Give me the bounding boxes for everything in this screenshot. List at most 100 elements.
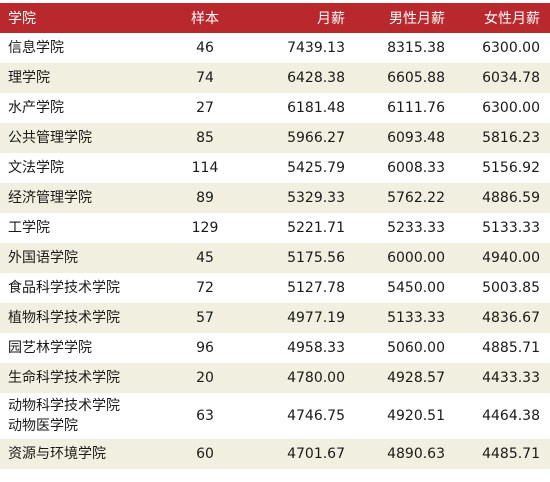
college-name: 资源与环境学院 (8, 446, 106, 462)
college-name: 公共管理学院 (8, 130, 92, 146)
salary-cell: 5966.27 (260, 123, 355, 153)
female-salary-cell: 4940.00 (455, 243, 550, 273)
male-salary-cell: 6093.48 (355, 123, 455, 153)
sample-cell: 85 (150, 123, 260, 153)
header-male-salary: 男性月薪 (355, 3, 455, 33)
male-salary-cell: 5762.22 (355, 183, 455, 213)
sample-cell: 45 (150, 243, 260, 273)
sample-cell: 129 (150, 213, 260, 243)
salary-cell: 5221.71 (260, 213, 355, 243)
male-salary-cell: 4890.63 (355, 439, 455, 469)
table-body: 信息学院 46 7439.13 8315.38 6300.00 理学院 74 6428.38 6… (0, 33, 550, 469)
college-cell: 经济管理学院 (0, 183, 150, 213)
college-name: 水产学院 (8, 100, 64, 116)
header-sample: 样本 (150, 3, 260, 33)
male-salary-cell: 6605.88 (355, 63, 455, 93)
female-salary-cell: 4836.67 (455, 303, 550, 333)
college-cell: 公共管理学院 (0, 123, 150, 153)
sample-cell: 74 (150, 63, 260, 93)
college-name: 理学院 (8, 70, 50, 86)
female-salary-cell: 5133.33 (455, 213, 550, 243)
college-name: 动物科学技术学院 (8, 398, 120, 414)
salary-cell: 5175.56 (260, 243, 355, 273)
sample-cell: 63 (150, 393, 260, 439)
college-cell: 理学院 (0, 63, 150, 93)
female-salary-cell: 4886.59 (455, 183, 550, 213)
female-salary-cell: 4885.71 (455, 333, 550, 363)
table-row: 园艺林学学院 96 4958.33 5060.00 4885.71 (0, 333, 550, 363)
salary-cell: 4780.00 (260, 363, 355, 393)
table-row: 工学院 129 5221.71 5233.33 5133.33 (0, 213, 550, 243)
female-salary-cell: 6300.00 (455, 93, 550, 123)
table-row: 经济管理学院 89 5329.33 5762.22 4886.59 (0, 183, 550, 213)
male-salary-cell: 5133.33 (355, 303, 455, 333)
sample-cell: 60 (150, 439, 260, 469)
salary-cell: 4977.19 (260, 303, 355, 333)
sample-cell: 57 (150, 303, 260, 333)
table-row: 公共管理学院 85 5966.27 6093.48 5816.23 (0, 123, 550, 153)
table-row: 理学院 74 6428.38 6605.88 6034.78 (0, 63, 550, 93)
college-cell: 外国语学院 (0, 243, 150, 273)
college-cell: 生命科学技术学院 (0, 363, 150, 393)
college-name: 生命科学技术学院 (8, 370, 120, 386)
college-cell: 信息学院 (0, 33, 150, 63)
college-name: 园艺林学学院 (8, 340, 92, 356)
salary-cell: 7439.13 (260, 33, 355, 63)
male-salary-cell: 5233.33 (355, 213, 455, 243)
sample-cell: 20 (150, 363, 260, 393)
female-salary-cell: 4464.38 (455, 393, 550, 439)
sample-cell: 114 (150, 153, 260, 183)
salary-table: 学院 样本 月薪 男性月薪 女性月薪 信息学院 46 7439.13 8315.38 6… (0, 3, 550, 469)
salary-cell: 5127.78 (260, 273, 355, 303)
female-salary-cell: 6300.00 (455, 33, 550, 63)
sample-cell: 89 (150, 183, 260, 213)
salary-cell: 4701.67 (260, 439, 355, 469)
college-name: 信息学院 (8, 40, 64, 56)
header-female-salary: 女性月薪 (455, 3, 550, 33)
male-salary-cell: 4928.57 (355, 363, 455, 393)
college-name: 经济管理学院 (8, 190, 92, 206)
male-salary-cell: 6111.76 (355, 93, 455, 123)
female-salary-cell: 4485.71 (455, 439, 550, 469)
table-row: 资源与环境学院 60 4701.67 4890.63 4485.71 (0, 439, 550, 469)
table-row: 动物科学技术学院 动物医学院 63 4746.75 4920.51 4464.38 (0, 393, 550, 439)
salary-cell: 6428.38 (260, 63, 355, 93)
male-salary-cell: 6008.33 (355, 153, 455, 183)
header-college: 学院 (0, 3, 150, 33)
college-name: 文法学院 (8, 160, 64, 176)
male-salary-cell: 8315.38 (355, 33, 455, 63)
college-name-line2: 动物医学院 (8, 418, 78, 434)
table-row: 食品科学技术学院 72 5127.78 5450.00 5003.85 (0, 273, 550, 303)
female-salary-cell: 5156.92 (455, 153, 550, 183)
table-row: 文法学院 114 5425.79 6008.33 5156.92 (0, 153, 550, 183)
salary-cell: 4958.33 (260, 333, 355, 363)
college-cell: 植物科学技术学院 (0, 303, 150, 333)
male-salary-cell: 6000.00 (355, 243, 455, 273)
salary-cell: 5425.79 (260, 153, 355, 183)
male-salary-cell: 5450.00 (355, 273, 455, 303)
salary-cell: 4746.75 (260, 393, 355, 439)
college-cell: 资源与环境学院 (0, 439, 150, 469)
sample-cell: 27 (150, 93, 260, 123)
college-name: 食品科学技术学院 (8, 280, 120, 296)
college-name: 外国语学院 (8, 250, 78, 266)
female-salary-cell: 5003.85 (455, 273, 550, 303)
college-name: 植物科学技术学院 (8, 310, 120, 326)
college-cell: 食品科学技术学院 (0, 273, 150, 303)
salary-cell: 6181.48 (260, 93, 355, 123)
college-cell: 水产学院 (0, 93, 150, 123)
male-salary-cell: 5060.00 (355, 333, 455, 363)
sample-cell: 96 (150, 333, 260, 363)
table-row: 植物科学技术学院 57 4977.19 5133.33 4836.67 (0, 303, 550, 333)
table-row: 生命科学技术学院 20 4780.00 4928.57 4433.33 (0, 363, 550, 393)
male-salary-cell: 4920.51 (355, 393, 455, 439)
salary-cell: 5329.33 (260, 183, 355, 213)
sample-cell: 72 (150, 273, 260, 303)
female-salary-cell: 6034.78 (455, 63, 550, 93)
table-row: 外国语学院 45 5175.56 6000.00 4940.00 (0, 243, 550, 273)
college-name: 工学院 (8, 220, 50, 236)
college-cell: 园艺林学学院 (0, 333, 150, 363)
college-cell: 工学院 (0, 213, 150, 243)
header-salary: 月薪 (260, 3, 355, 33)
college-cell: 动物科学技术学院 动物医学院 (0, 393, 150, 439)
